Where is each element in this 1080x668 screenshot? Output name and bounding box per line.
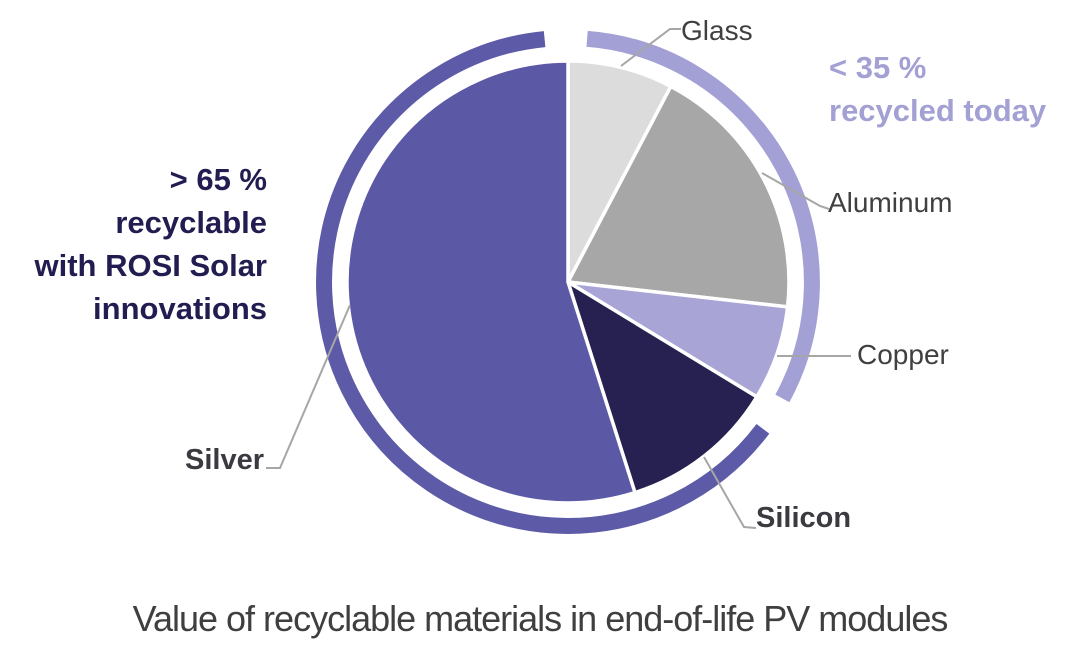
leader-line-glass [620,28,681,67]
slice-label-aluminum: Aluminum [828,187,953,218]
rosi-recyclable-arc [316,31,770,534]
annotation-recycled-line-2: recycled today [829,93,1047,128]
annotation-rosi-line-1: > 65 % [169,162,267,197]
slice-label-copper: Copper [857,339,949,370]
annotation-rosi-recyclable: > 65 % recyclable with ROSI Solar innova… [34,158,267,330]
chart-caption: Value of recyclable materials in end-of-… [132,598,949,639]
pie-slice-glass [566,59,673,284]
pie-slice-aluminum [566,84,791,309]
pie-slice-silver [345,59,637,505]
annotation-rosi-line-4: innovations [93,291,267,326]
pie-slice-silicon [566,280,759,495]
annotation-rosi-line-3: with ROSI Solar [34,248,267,283]
slice-label-silicon: Silicon [756,502,852,534]
recycled-today-arc [586,30,820,403]
annotation-recycled-today: < 35 % recycled today [829,46,1046,132]
leader-line-silver [266,304,351,469]
slice-label-glass: Glass [681,15,753,46]
annotation-rosi-line-2: recyclable [115,205,267,240]
slice-label-silver: Silver [185,444,264,476]
leader-line-aluminum [761,172,830,210]
leader-line-silicon [703,456,757,529]
annotation-recycled-line-1: < 35 % [829,50,927,85]
